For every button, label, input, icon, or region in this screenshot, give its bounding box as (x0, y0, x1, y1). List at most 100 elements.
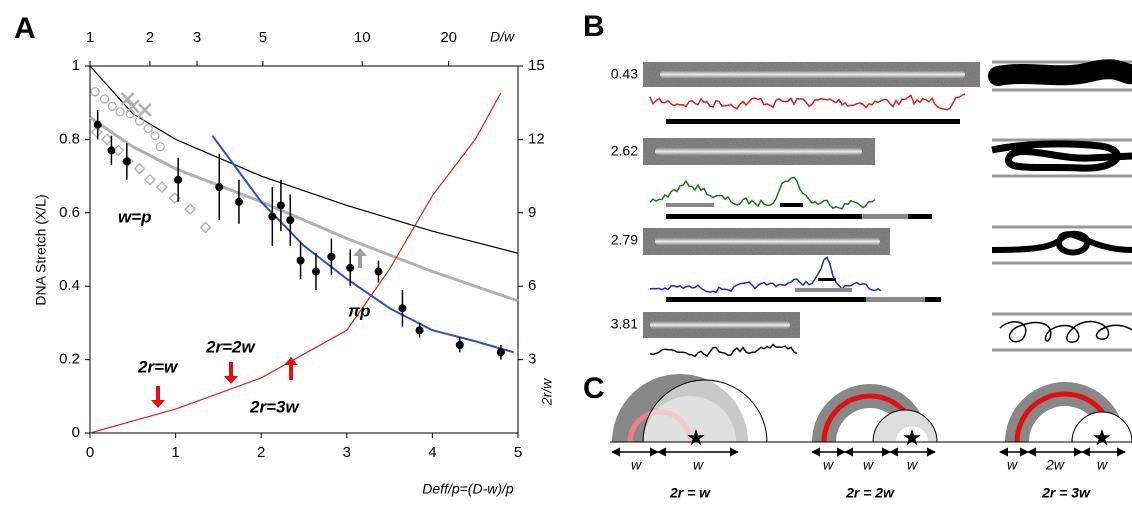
data-point (311, 267, 320, 276)
length-bar (862, 214, 908, 219)
y2-tick-label: 12 (528, 130, 545, 147)
data-point (90, 87, 100, 97)
row-label: 3.81 (611, 316, 638, 332)
width-label: w (823, 457, 834, 473)
x2-tick-label: 5 (259, 29, 267, 46)
data-point (374, 267, 383, 276)
y-tick-label: 0.8 (59, 130, 80, 147)
length-bar (908, 214, 932, 219)
intensity-trace (649, 256, 882, 294)
width-label: w (693, 457, 704, 473)
diagram-caption: 2r = w (669, 485, 711, 501)
y-tick-label: 1 (72, 57, 80, 74)
dna-cartoon (991, 140, 1132, 172)
data-point (296, 256, 305, 265)
length-bar (666, 119, 960, 124)
data-point (268, 212, 277, 221)
x2-tick-label: 3 (193, 29, 201, 46)
width-label: w (1097, 457, 1108, 473)
x-tick-label: 0 (86, 444, 94, 461)
data-point (144, 173, 156, 186)
data-point (101, 133, 114, 146)
annotation: πp (348, 301, 371, 320)
data-point (125, 99, 140, 114)
dna-streak (650, 321, 790, 329)
y-axis-label: DNA Stretch (X/L) (33, 194, 49, 305)
x2-tick-label: 20 (440, 29, 457, 46)
annotation: 2r=2w (205, 337, 256, 356)
half-disk (1071, 411, 1132, 443)
length-bar (666, 203, 714, 207)
y2-tick-label: 3 (528, 351, 536, 368)
arrow (224, 376, 238, 384)
data-point (107, 101, 117, 112)
y2-axis-label: 2r/w (539, 378, 555, 406)
length-bar (666, 297, 866, 302)
data-point (234, 197, 243, 206)
diagram-caption: 2r = 2w (845, 485, 895, 501)
width-label: w (863, 457, 874, 473)
row-label: 2.79 (611, 232, 638, 248)
data-point (99, 94, 110, 104)
y-tick-label: 0.4 (59, 277, 80, 294)
x-tick-label: 3 (343, 444, 351, 461)
data-point (286, 216, 295, 225)
row-label: 0.43 (611, 66, 638, 82)
data-point (155, 181, 168, 194)
data-point (120, 92, 135, 106)
star (687, 429, 705, 446)
data-point (155, 142, 165, 152)
width-label: w (631, 457, 642, 473)
data-point (143, 123, 153, 134)
intensity-trace (649, 176, 876, 210)
arrow (353, 248, 367, 256)
dna-cartoon (991, 230, 1132, 256)
data-point (90, 126, 103, 138)
dna-streak (655, 147, 862, 156)
curve (89, 65, 519, 254)
arrow (284, 357, 298, 365)
row-label: 2.62 (611, 143, 638, 159)
dna-streak (655, 237, 880, 246)
dna-cartoon (988, 59, 1132, 86)
data-point (276, 201, 285, 210)
data-point (134, 116, 145, 126)
x2-tick-label: 1 (86, 29, 94, 46)
data-point (133, 162, 146, 175)
x-tick-label: 4 (428, 444, 436, 461)
width-label: w (907, 457, 918, 473)
data-point (150, 131, 160, 141)
star (1093, 429, 1111, 446)
y2-tick-label: 9 (528, 204, 536, 221)
x-tick-label: 2 (257, 444, 265, 461)
intensity-trace (649, 93, 966, 111)
width-label: 2w (1045, 457, 1065, 473)
arrow (151, 400, 165, 408)
data-point (93, 120, 102, 129)
data-point (184, 203, 197, 216)
x2-tick-label: 2 (146, 29, 154, 46)
half-disk (642, 379, 768, 443)
curve (89, 116, 519, 303)
y2-tick-label: 15 (528, 57, 545, 74)
x-tick-label: 5 (514, 444, 522, 461)
x2-axis-label: D/w (490, 29, 515, 45)
panel-label: C (583, 372, 605, 405)
curve (211, 135, 514, 354)
intensity-trace (649, 343, 798, 358)
x2-tick-label: 10 (354, 29, 371, 46)
data-point (415, 326, 424, 335)
y-tick-label: 0.6 (59, 204, 80, 221)
data-point (199, 221, 212, 234)
data-point (398, 304, 407, 313)
x-axis-label: Deff/p=(D-w)/p (422, 481, 514, 497)
data-point (115, 107, 125, 117)
data-point (107, 146, 116, 155)
panel-label: A (14, 12, 36, 45)
data-point (174, 175, 183, 184)
data-point (496, 348, 505, 357)
data-point (137, 103, 152, 117)
panel-label: B (583, 10, 605, 43)
star (903, 429, 921, 446)
